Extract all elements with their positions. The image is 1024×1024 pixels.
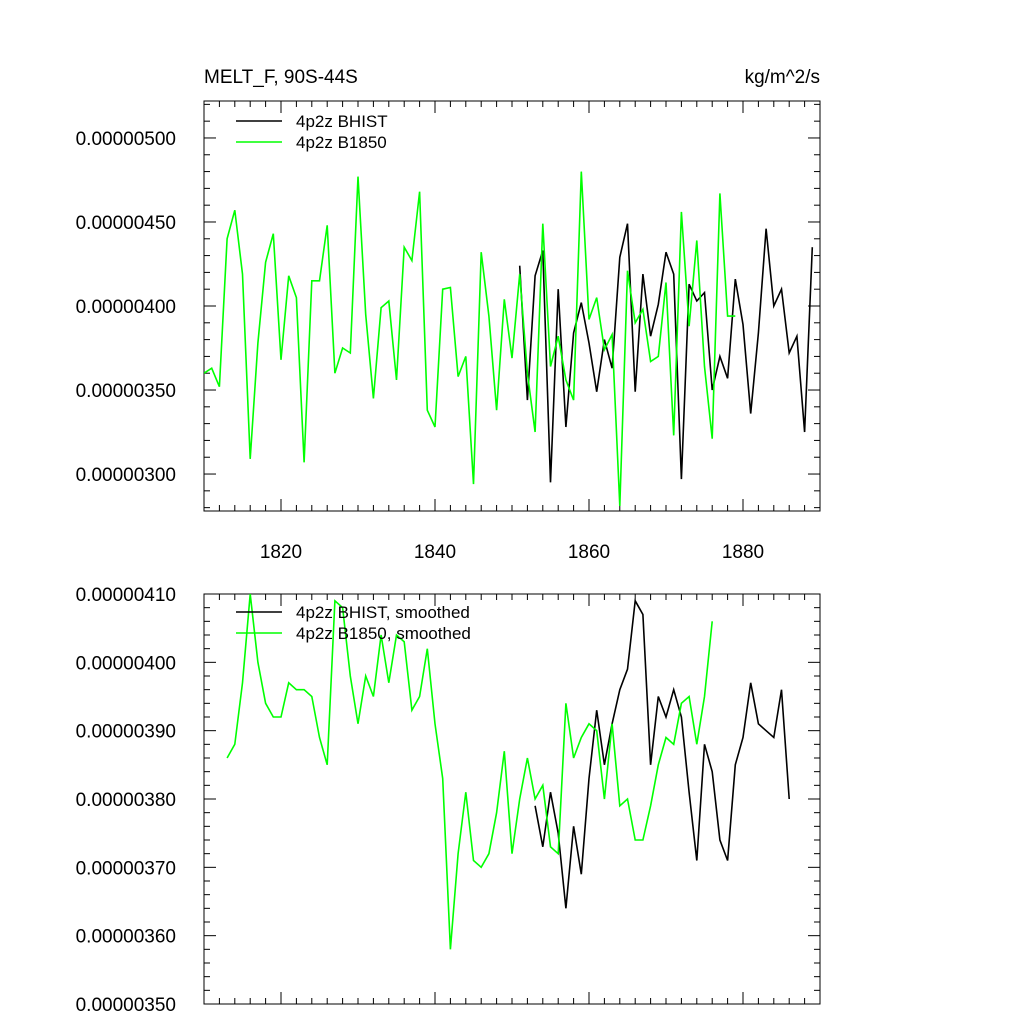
x-tick-label: 1820 bbox=[260, 542, 302, 563]
y-tick-label: 0.00000380 bbox=[76, 790, 176, 811]
series-line-0 bbox=[534, 598, 790, 909]
chart-title: MELT_F, 90S-44S bbox=[204, 67, 358, 88]
chart-units: kg/m^2/s bbox=[745, 67, 820, 88]
y-tick-label: 0.00000300 bbox=[76, 465, 176, 486]
y-tick-label: 0.00000350 bbox=[76, 381, 176, 402]
y-tick-label: 0.00000350 bbox=[76, 995, 176, 1016]
series-line-1 bbox=[204, 171, 736, 507]
bottom-panel: 0.00000350 0.00000360 0.00000370 0.00000380… bbox=[76, 585, 821, 1016]
x-tick-label: 1880 bbox=[722, 542, 764, 563]
y-tick-label: 0.00000500 bbox=[76, 129, 176, 150]
x-tick-label: 1840 bbox=[414, 542, 456, 563]
x-tick-label: 1860 bbox=[568, 542, 610, 563]
legend-label: 4p2z BHIST bbox=[296, 112, 388, 131]
top-panel: MELT_F, 90S-44S kg/m^2/s 1820 1840 1860 188… bbox=[76, 67, 821, 563]
y-tick-label: 0.00000360 bbox=[76, 927, 176, 948]
legend-label: 4p2z B1850, smoothed bbox=[296, 624, 471, 643]
plot-frame bbox=[203, 593, 821, 1005]
y-tick-label: 0.00000410 bbox=[76, 585, 176, 606]
y-tick-label: 0.00000450 bbox=[76, 213, 176, 234]
y-tick-label: 0.00000390 bbox=[76, 722, 176, 743]
legend-label: 4p2z B1850 bbox=[296, 133, 387, 152]
y-tick-label: 0.00000400 bbox=[76, 297, 176, 318]
series-line-1 bbox=[226, 594, 713, 950]
series-line-0 bbox=[518, 223, 814, 483]
y-tick-label: 0.00000370 bbox=[76, 858, 176, 879]
y-tick-label: 0.00000400 bbox=[76, 653, 176, 674]
legend-label: 4p2z BHIST, smoothed bbox=[296, 603, 470, 622]
